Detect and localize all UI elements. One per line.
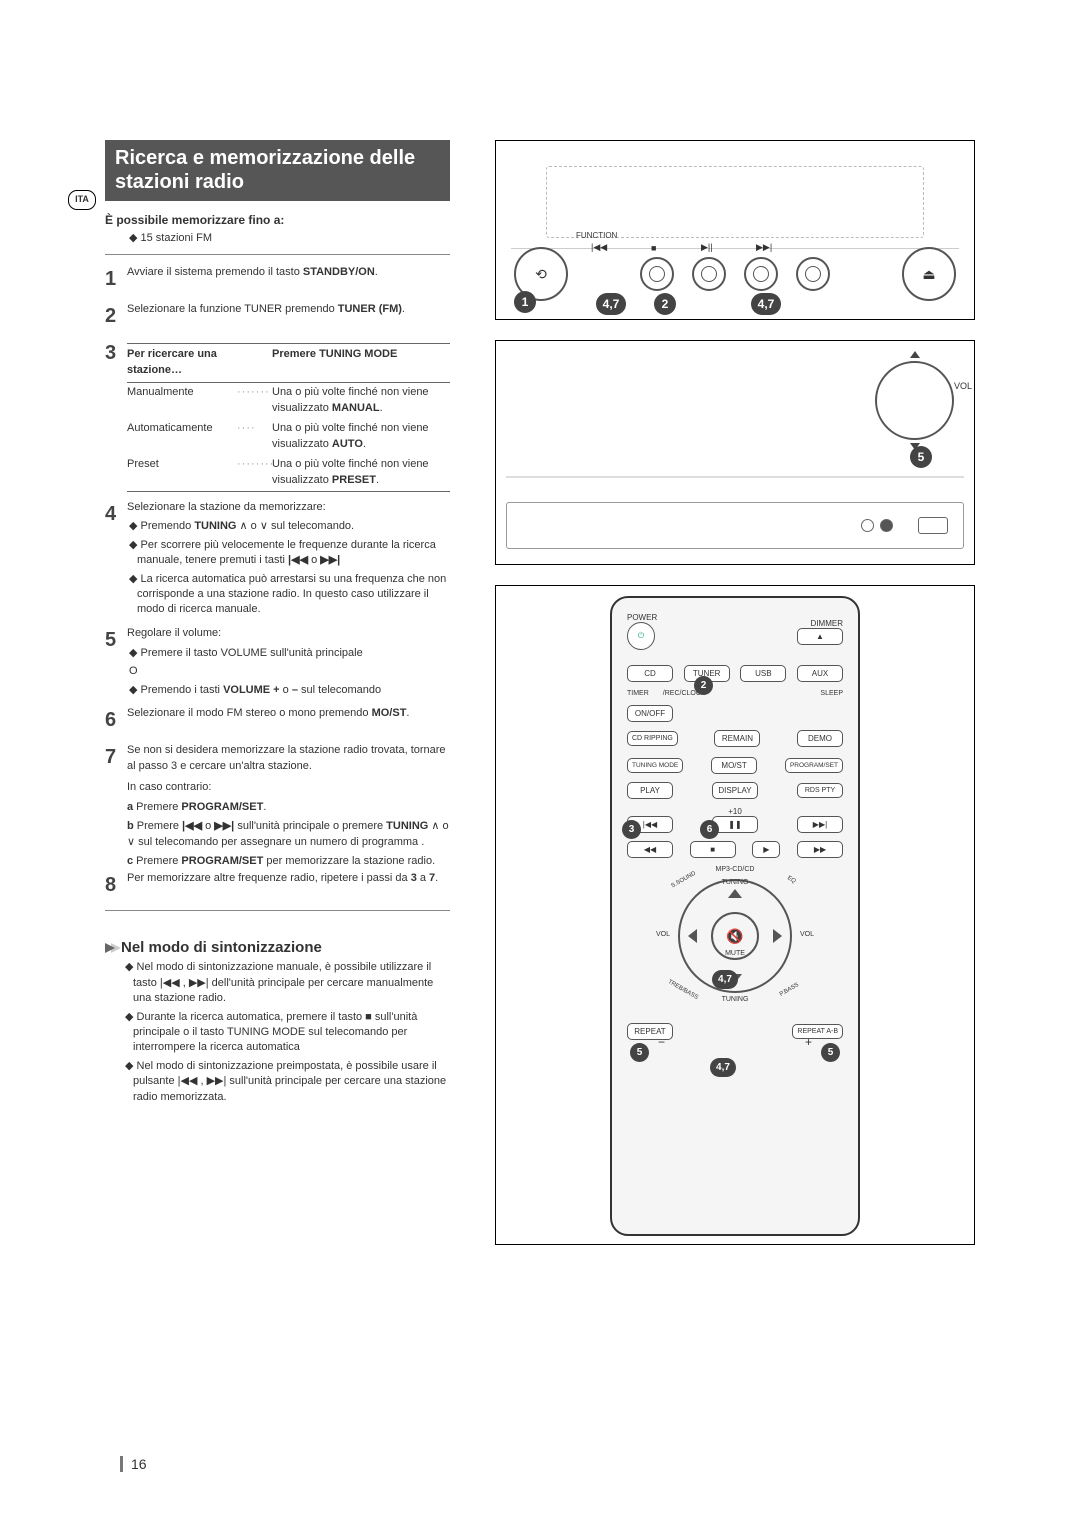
page-title: Ricerca e memorizzazione delle stazioni … <box>105 140 450 201</box>
diagram-column: FUNCTION ⟲ ⏏ |◀◀ ■ ▶|| ▶▶| 1 4,7 2 <box>495 140 975 1265</box>
page-number: 16 <box>120 1456 147 1472</box>
intro-text: È possibile memorizzare fino a: <box>105 213 450 227</box>
eject-icon: ⏏ <box>922 266 935 283</box>
stop-button <box>692 257 726 291</box>
callout-47b: 4,7 <box>751 293 781 315</box>
text-column: Ricerca e memorizzazione delle stazioni … <box>105 140 450 1265</box>
tuning-mode-table: Per ricercare una stazione… Premere TUNI… <box>127 343 450 492</box>
intro-sub: ◆ 15 stazioni FM <box>129 231 450 244</box>
step-8: 8 Per memorizzare altre frequenze radio,… <box>105 871 450 900</box>
tuning-section-title: Nel modo di sintonizzazione <box>105 939 450 956</box>
divider <box>105 910 450 911</box>
power-icon: ⟲ <box>535 266 547 283</box>
power-button: ⏻ <box>627 622 655 650</box>
usb-port-icon <box>918 517 948 534</box>
step-5: 5 Regolare il volume: ◆ Premere il tasto… <box>105 626 450 698</box>
step-2: 2 Selezionare la funzione TUNER premendo… <box>105 302 450 331</box>
volume-knob <box>875 361 954 440</box>
prev-button <box>640 257 674 291</box>
language-badge: ITA <box>68 190 96 210</box>
step-4: 4 Selezionare la stazione da memorizzare… <box>105 500 450 618</box>
step-7: 7 Se non si desidera memorizzare la staz… <box>105 743 450 870</box>
front-panel-diagram: VOL 5 <box>495 340 975 565</box>
remote-diagram: POWER⏻ DIMMER▲ CD TUNER USB AUX 2 TIMER/… <box>495 585 975 1245</box>
next-button <box>796 257 830 291</box>
callout-2: 2 <box>654 293 676 315</box>
callout-47a: 4,7 <box>596 293 626 315</box>
play-button <box>744 257 778 291</box>
arrow-icon <box>105 943 115 953</box>
manual-page: ITA Ricerca e memorizzazione delle stazi… <box>0 0 1080 1527</box>
step-6: 6 Selezionare il modo FM stereo o mono p… <box>105 706 450 735</box>
dimmer-button: ▲ <box>797 628 843 645</box>
divider <box>105 254 450 255</box>
main-unit-diagram: FUNCTION ⟲ ⏏ |◀◀ ■ ▶|| ▶▶| 1 4,7 2 <box>495 140 975 320</box>
callout-5: 5 <box>910 446 932 468</box>
eject-knob: ⏏ <box>902 247 956 301</box>
callout-1: 1 <box>514 291 536 313</box>
step-1: 1 Avviare il sistema premendo il tasto S… <box>105 265 450 294</box>
step-3: 3 Per ricercare una stazione… Premere TU… <box>105 339 450 492</box>
